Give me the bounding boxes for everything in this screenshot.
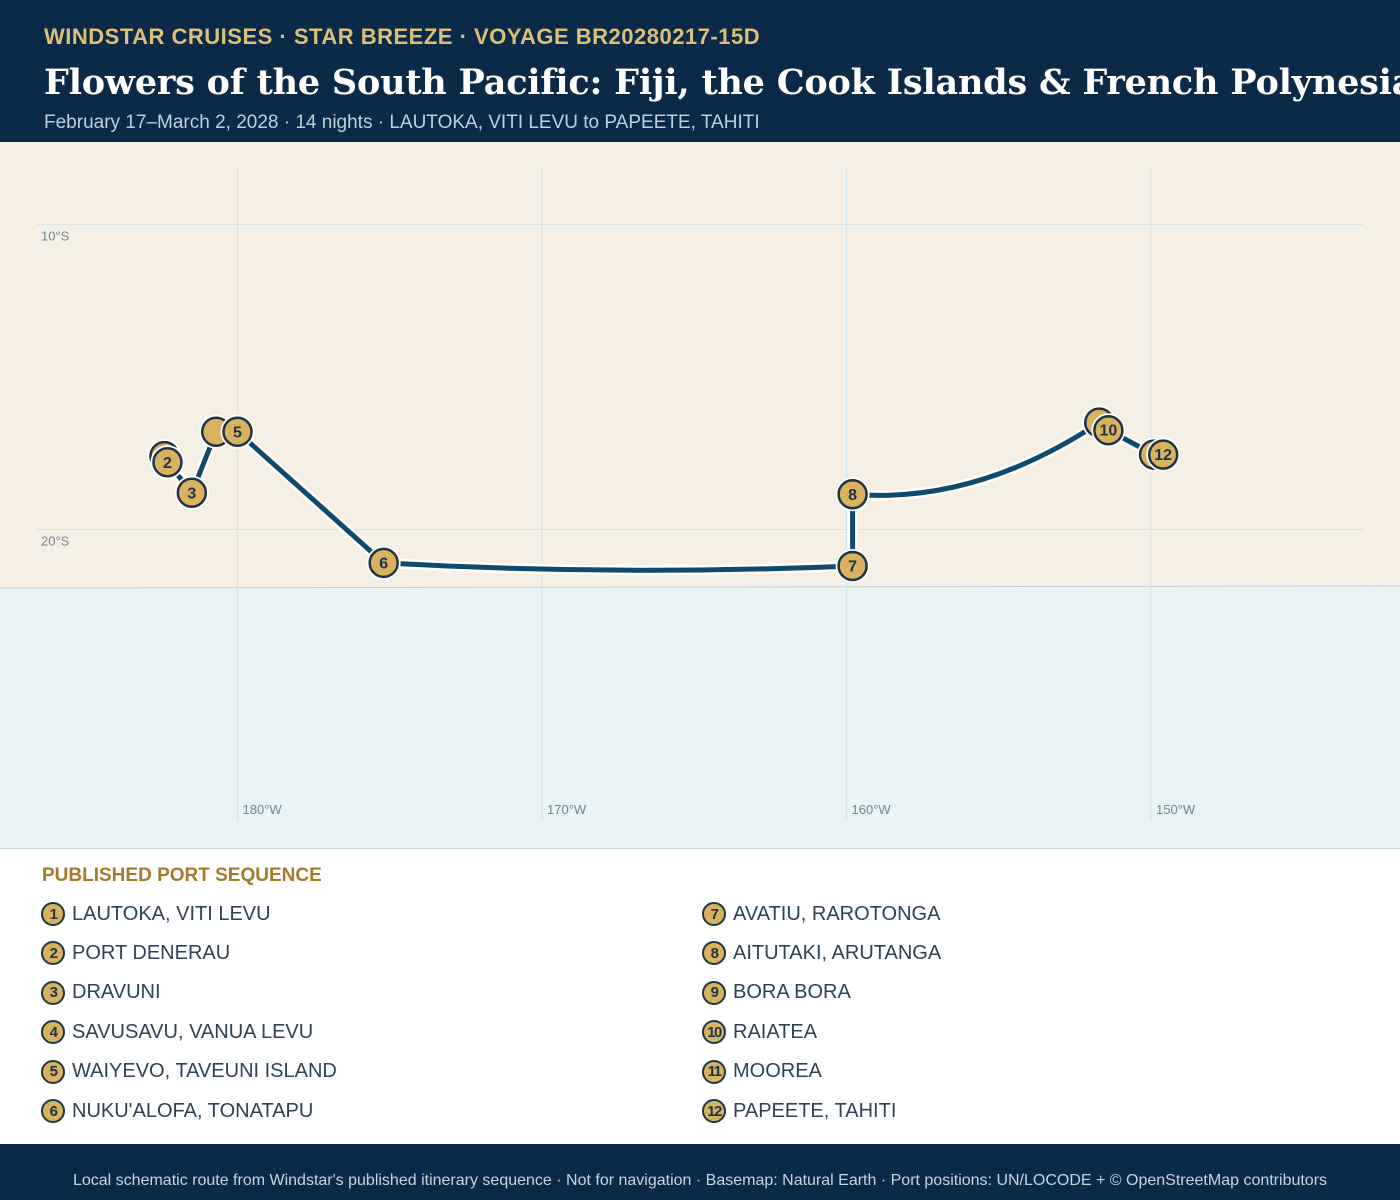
port-marker[interactable]: 2 [150,445,185,480]
port-marker-number: 10 [1099,423,1117,440]
port-marker[interactable]: 3 [174,475,209,510]
legend-port-number: 1 [41,902,65,926]
land-area [0,142,1400,589]
port-marker[interactable]: 6 [366,545,401,580]
voyage-kicker: WINDSTAR CRUISES · STAR BREEZE · VOYAGE … [44,24,761,49]
port-marker[interactable]: 7 [835,548,870,583]
coastline [0,585,1400,589]
legend-port-number: 12 [702,1099,726,1123]
legend-port-number: 5 [41,1059,65,1084]
legend-port-name: RAIATEA [733,1020,818,1043]
port-marker-circle [837,479,868,510]
footer-attribution: Local schematic route from Windstar's pu… [72,1172,1328,1189]
legend-port-number: 11 [702,1059,726,1084]
port-marker-number: 7 [848,558,857,575]
port-marker-circle [176,477,208,508]
legend-port-name: BORA BORA [733,981,851,1004]
legend-port-number: 10 [702,1020,726,1045]
legend-item[interactable]: 2 PORT DENERAU [41,939,230,967]
route-line [159,417,1169,576]
legend-item[interactable]: 6 NUKU'ALOFA, TONATAPU [41,1097,313,1125]
lat-tick-label: 10°S [41,228,70,243]
legend-port-number: 8 [702,941,726,966]
legend-port-number: 6 [41,1099,65,1123]
route-map[interactable]: 10°S 20°S 180°W 170°W 160°W 150°W 2 3 5 6 7 8 10 12 [0,142,1400,848]
legend-port-name: WAIYEVO, TAVEUNI ISLAND [72,1060,337,1083]
legend-item[interactable]: 4 SAVUSAVU, VANUA LEVU [41,1018,313,1046]
port-marker-number: 6 [379,555,388,572]
legend-title: PUBLISHED PORT SEQUENCE [42,865,322,886]
legend-port-name: MOOREA [733,1060,822,1083]
port-marker-number: 3 [187,485,196,502]
legend-port-number: 2 [41,941,65,966]
legend-port-name: LAUTOKA, VITI LEVU [72,902,271,925]
port-marker-circle [837,550,868,582]
legend-port-name: AITUTAKI, ARUTANGA [733,941,942,964]
legend-item[interactable]: 3 DRAVUNI [41,979,161,1007]
port-marker-number: 2 [163,455,172,472]
voyage-subtitle: February 17–March 2, 2028 · 14 nights · … [44,112,760,133]
lon-tick-label: 180°W [243,802,283,817]
port-marker[interactable]: 8 [835,477,870,512]
legend-port-name: PORT DENERAU [72,941,231,964]
graticule: 10°S 20°S 180°W 170°W 160°W 150°W [37,168,1363,820]
port-marker[interactable]: 10 [1091,413,1126,448]
route-map-svg: 10°S 20°S 180°W 170°W 160°W 150°W 23 5 6 7 8 10 12 [0,142,1400,848]
legend-item[interactable]: 11 MOOREA [702,1058,822,1086]
legend-item[interactable]: 10 RAIATEA [702,1018,817,1046]
footer: Local schematic route from Windstar's pu… [0,1144,1400,1200]
port-legend: PUBLISHED PORT SEQUENCE 1 LAUTOKA, VITI L… [0,848,1400,1144]
legend-port-name: NUKU'ALOFA, TONATAPU [72,1099,314,1122]
legend-item[interactable]: 8 AITUTAKI, ARUTANGA [702,939,941,967]
port-marker-circle [222,416,253,447]
legend-item[interactable]: 5 WAIYEVO, TAVEUNI ISLAND [41,1058,337,1086]
lon-tick-label: 170°W [547,802,587,817]
lat-tick-label: 20°S [41,533,70,548]
port-marker-number: 12 [1154,447,1172,464]
page-title: Flowers of the South Pacific: Fiji, the … [44,62,1400,103]
port-markers: 23 5 6 7 8 10 12 [147,405,1181,583]
legend-port-number: 3 [41,980,65,1005]
port-marker-circle [1147,439,1179,470]
port-marker[interactable]: 5 [220,414,255,449]
legend-item[interactable]: 9 BORA BORA [702,979,851,1007]
legend-port-number: 9 [702,980,726,1005]
legend-port-name: SAVUSAVU, VANUA LEVU [72,1020,314,1043]
header-banner: WINDSTAR CRUISES · STAR BREEZE · VOYAGE … [0,0,1400,142]
port-marker-number: 5 [233,424,242,441]
legend-item[interactable]: 12 PAPEETE, TAHITI [702,1097,896,1125]
legend-port-name: PAPEETE, TAHITI [733,1099,897,1122]
legend-port-number: 4 [41,1020,65,1045]
route-path [161,420,1166,573]
port-marker-circle [152,447,183,478]
port-marker-number: 8 [848,487,857,504]
port-marker-circle [368,547,399,579]
lon-tick-label: 160°W [852,802,892,817]
legend-port-name: DRAVUNI [72,981,161,1004]
legend-port-number: 7 [702,902,726,926]
lon-tick-label: 150°W [1156,802,1196,817]
port-marker[interactable]: 12 [1146,437,1181,472]
legend-item[interactable]: 7 AVATIU, RAROTONGA [702,900,940,928]
port-marker-circle [1093,414,1124,446]
legend-item[interactable]: 1 LAUTOKA, VITI LEVU [41,900,271,928]
legend-port-name: AVATIU, RAROTONGA [733,902,941,925]
